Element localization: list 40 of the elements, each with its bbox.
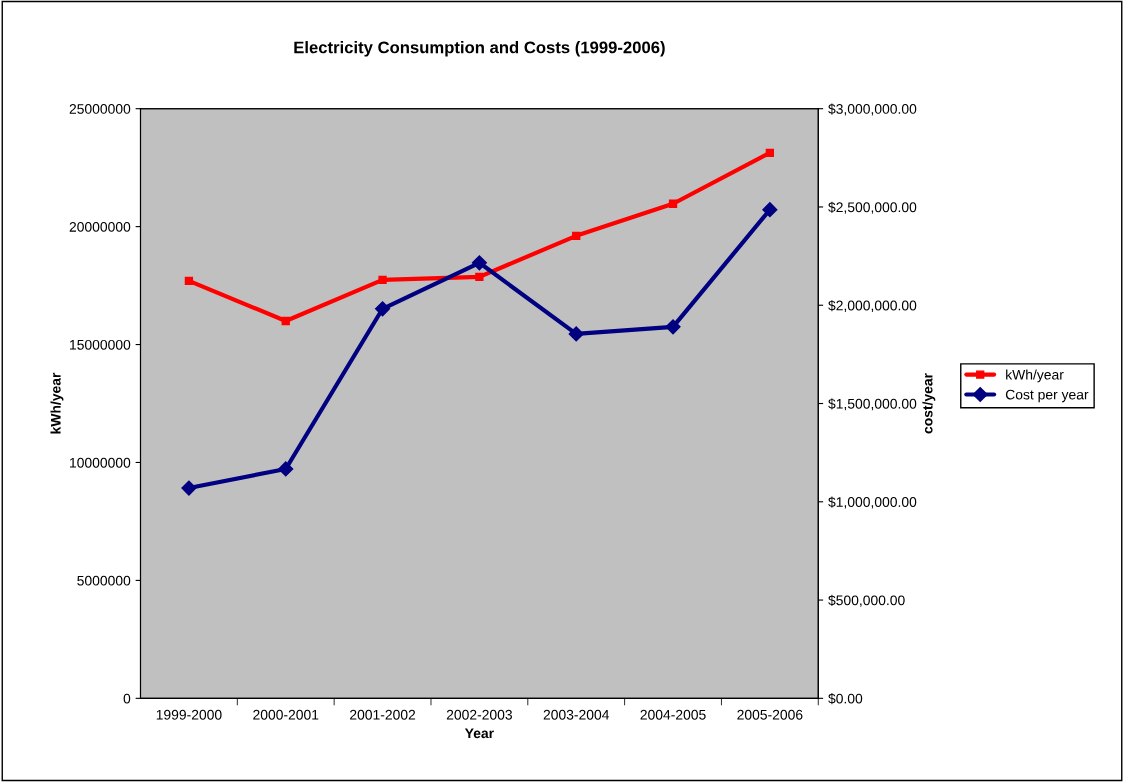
- y2-tick-label: $1,500,000.00: [828, 398, 917, 411]
- y2-tick-label: $3,000,000.00: [828, 103, 917, 116]
- x-tick-label: 1999-2000: [156, 709, 222, 720]
- point: [181, 480, 197, 496]
- y-axis-title: kWh/year: [50, 372, 64, 434]
- y-tick-label: 15000000: [70, 339, 131, 350]
- x-tick-label: 2005-2006: [737, 709, 803, 720]
- x-tick-label: 2003-2004: [543, 709, 610, 720]
- y2-axis-title: cost/year: [922, 373, 936, 434]
- x-tick-label: 2000-2001: [253, 709, 319, 720]
- y-tick-label: 0: [123, 693, 131, 704]
- point: [572, 231, 581, 240]
- y-tick-label: 20000000: [69, 221, 131, 232]
- point: [471, 255, 487, 271]
- point: [374, 301, 391, 317]
- y2-tick-label: $0.00: [828, 693, 863, 705]
- point: [378, 275, 387, 285]
- point: [475, 272, 484, 282]
- y-tick-label: 5000000: [77, 575, 131, 586]
- point: [278, 461, 294, 477]
- point: [668, 199, 678, 208]
- y-tick-label: 10000000: [70, 457, 131, 468]
- x-tick-label: 2002-2003: [446, 709, 512, 720]
- point: [568, 326, 584, 342]
- legend-label: Cost per year: [1005, 389, 1089, 403]
- point: [281, 316, 290, 326]
- y2-tick-label: $2,000,000.00: [828, 299, 917, 313]
- x-tick-label: 2001-2002: [350, 709, 416, 720]
- point: [665, 319, 681, 335]
- y-tick-label: 25000000: [69, 104, 131, 114]
- y2-tick-label: $1,000,000.00: [828, 496, 917, 509]
- legend-label: kWh/year: [1006, 369, 1064, 383]
- y2-tick-label: $500,000.00: [828, 594, 905, 607]
- point: [762, 202, 778, 218]
- chart-title: Electricity Consumption and Costs (1999-2006): [294, 41, 665, 57]
- point: [184, 276, 194, 286]
- y2-tick-label: $2,500,000.00: [828, 201, 917, 214]
- point: [765, 148, 775, 157]
- x-axis-title: Year: [464, 728, 494, 739]
- x-tick-label: 2004-2005: [640, 709, 706, 720]
